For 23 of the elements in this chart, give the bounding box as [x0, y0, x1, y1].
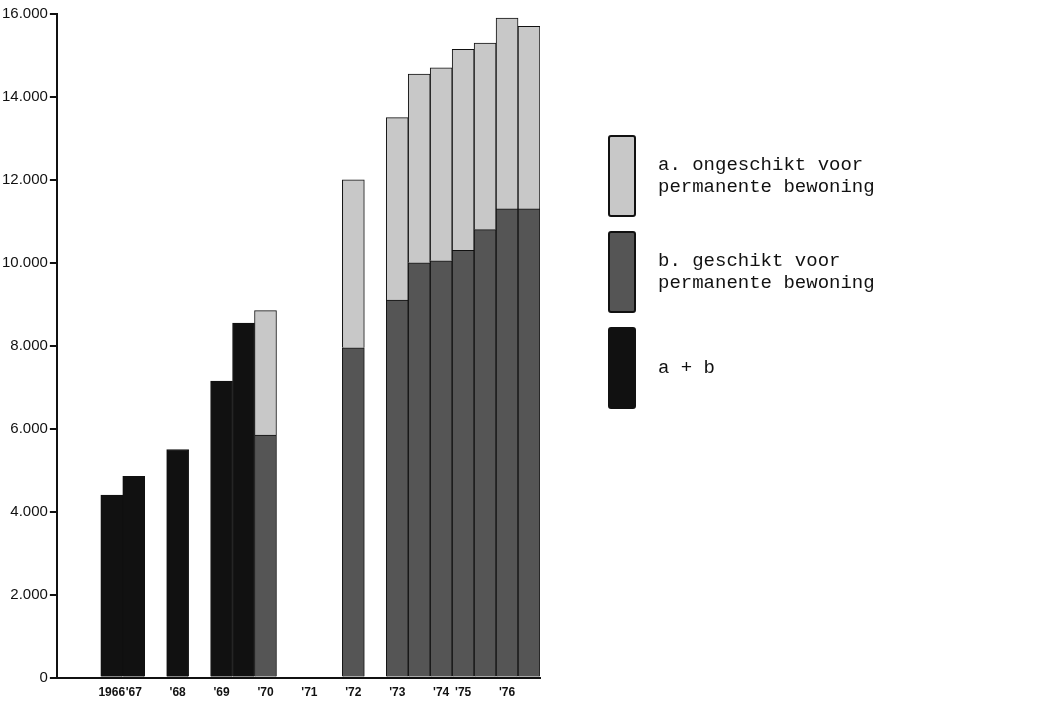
x-tick-label: '76: [498, 685, 516, 700]
x-tick-label: '69: [213, 685, 231, 700]
y-tick-label: 12.000: [1, 170, 48, 188]
y-tick-label: 16.000: [1, 4, 48, 22]
x-tick-label: '68: [169, 685, 187, 700]
text: b. geschikt voor permanente bewoning: [658, 250, 876, 294]
y-tick-label: 0: [39, 667, 48, 685]
x-tick-label: '72: [345, 685, 362, 700]
x-tick-label: '67: [125, 685, 143, 700]
x-tick-label: '75: [455, 685, 472, 700]
x-tick-label: '73: [389, 685, 406, 700]
x-tick-label: '74: [433, 685, 450, 700]
y-tick-label: 2.000: [10, 584, 48, 602]
x-tick-label: '71: [301, 685, 318, 700]
text: a. ongeschikt voor permanente bewoning: [658, 154, 876, 198]
y-tick-label: 10.000: [1, 252, 48, 270]
x-tick-label: '70: [257, 685, 274, 700]
x-tick-label: 1966: [98, 685, 126, 700]
y-tick-label: 8.000: [10, 335, 48, 353]
text: a + b: [658, 357, 716, 379]
y-tick-label: 14.000: [1, 87, 48, 105]
y-tick-label: 6.000: [10, 418, 48, 436]
y-tick-label: 4.000: [10, 501, 48, 519]
